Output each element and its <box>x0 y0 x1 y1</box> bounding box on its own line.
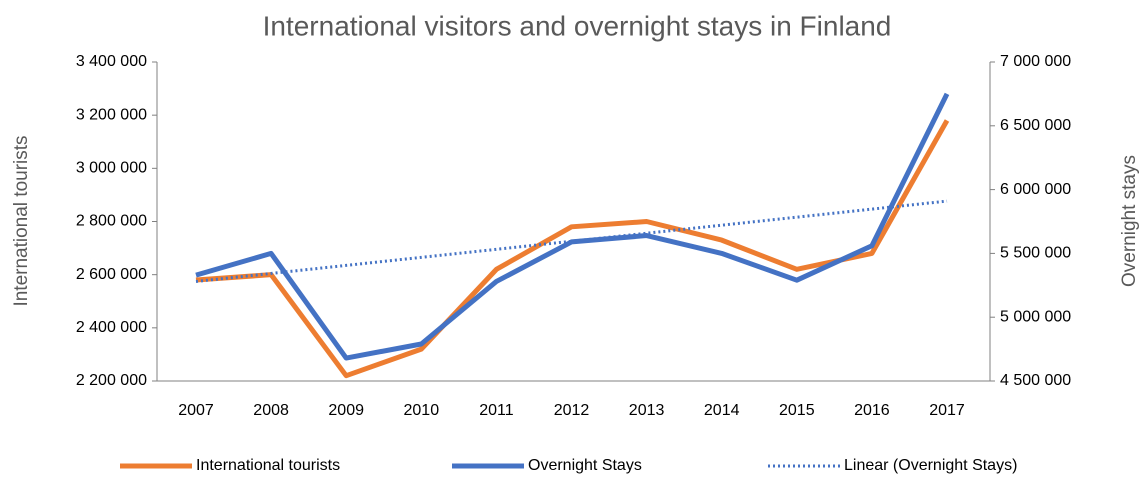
y-tick-label: 3 000 000 <box>76 160 147 177</box>
y2-tick-label: 5 000 000 <box>1000 308 1071 325</box>
y2-tick-label: 4 500 000 <box>1000 372 1071 389</box>
y-tick-label: 2 400 000 <box>76 319 147 336</box>
y-tick-label: 2 600 000 <box>76 266 147 283</box>
y-tick-label: 3 400 000 <box>76 53 147 70</box>
x-tick-label: 2015 <box>779 402 815 419</box>
y-tick-label: 2 200 000 <box>76 372 147 389</box>
legend-label: International tourists <box>196 457 340 474</box>
x-tick-label: 2008 <box>253 402 289 419</box>
x-tick-label: 2007 <box>178 402 214 419</box>
y2-axis-title: Overnight stays <box>1119 155 1140 287</box>
x-tick-label: 2016 <box>854 402 890 419</box>
y-axis-title: International tourists <box>11 135 32 306</box>
series-line <box>195 92 950 361</box>
x-tick-label: 2009 <box>328 402 364 419</box>
legend-label: Overnight Stays <box>528 457 642 474</box>
series-line <box>195 119 950 379</box>
x-tick-label: 2013 <box>629 402 665 419</box>
x-tick-label: 2011 <box>479 402 514 419</box>
trend-line <box>195 199 948 283</box>
y-tick-label: 2 800 000 <box>76 213 147 230</box>
y2-tick-label: 7 000 000 <box>1000 53 1071 70</box>
chart-title: International visitors and overnight sta… <box>263 10 892 41</box>
y2-tick-label: 5 500 000 <box>1000 245 1071 262</box>
x-tick-label: 2012 <box>554 402 590 419</box>
y-tick-label: 3 200 000 <box>76 106 147 123</box>
legend-label: Linear (Overnight Stays) <box>844 457 1017 474</box>
x-tick-label: 2017 <box>929 402 965 419</box>
x-tick-label: 2014 <box>704 402 740 419</box>
y2-tick-label: 6 500 000 <box>1000 117 1071 134</box>
x-tick-label: 2010 <box>404 402 440 419</box>
y2-tick-label: 6 000 000 <box>1000 181 1071 198</box>
